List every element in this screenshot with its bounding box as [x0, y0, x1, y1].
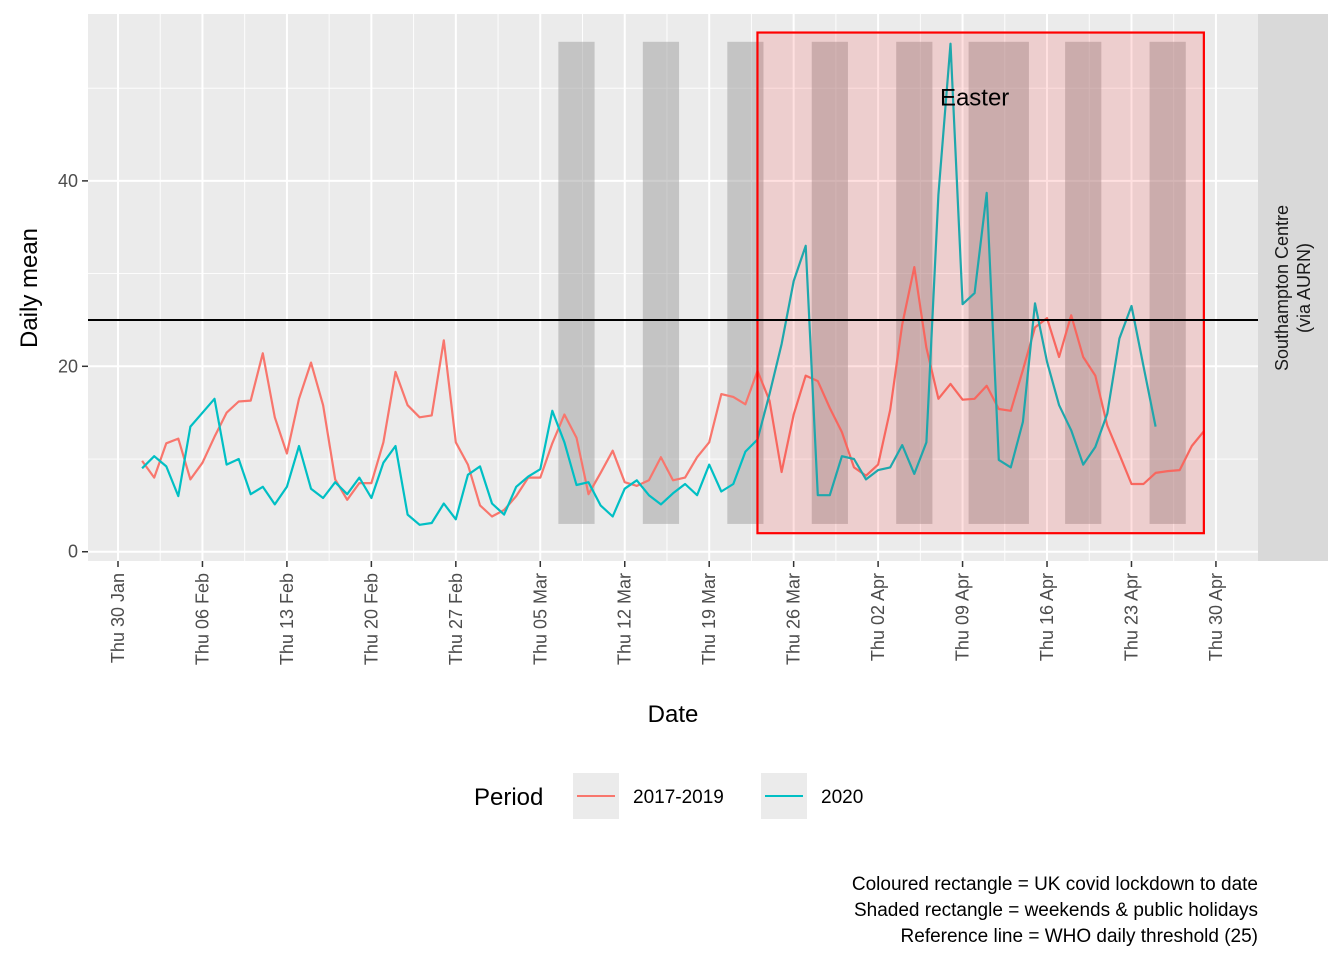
x-tick-label: Thu 23 Apr: [1121, 573, 1141, 661]
x-tick-label: Thu 05 Mar: [530, 573, 550, 665]
lockdown-rect: [756, 31, 1205, 535]
caption-line-1: Coloured rectangle = UK covid lockdown t…: [852, 874, 1258, 895]
y-axis: 0 20 40: [58, 171, 88, 562]
x-axis-title: Date: [648, 701, 699, 728]
legend-title: Period: [474, 784, 543, 811]
facet-label-line-1: Southampton Centre: [1272, 205, 1292, 371]
easter-annotation: Easter: [940, 84, 1009, 111]
y-tick-label: 0: [68, 542, 78, 562]
x-tick-label: Thu 13 Feb: [277, 573, 297, 665]
x-tick-label: Thu 20 Feb: [361, 573, 381, 665]
easter-annotation-group: Easter: [940, 84, 1009, 111]
legend-label-2020: 2020: [821, 787, 863, 808]
facet-label-line-2: (via AURN): [1294, 243, 1314, 333]
lockdown-rectangle: [756, 31, 1205, 535]
y-tick-label: 40: [58, 171, 78, 191]
caption-line-3: Reference line = WHO daily threshold (25…: [901, 926, 1258, 947]
x-tick-label: Thu 06 Feb: [192, 573, 212, 665]
shaded-period: [1065, 41, 1102, 524]
series-line-2020: [141, 42, 1157, 526]
series-line-2017-2019: [141, 266, 1205, 518]
x-tick-label: Thu 26 Mar: [784, 573, 804, 665]
y-axis-title: Daily mean: [16, 228, 43, 348]
x-tick-label: Thu 30 Jan: [108, 573, 128, 663]
legend: Period 2017-2019 2020: [474, 773, 863, 819]
x-tick-label: Thu 30 Apr: [1206, 573, 1226, 661]
shaded-period: [1149, 41, 1186, 524]
x-axis: Thu 30 Jan Thu 06 Feb Thu 13 Feb Thu 20 Feb…: [108, 561, 1226, 665]
x-tick-label: Thu 27 Feb: [446, 573, 466, 665]
x-tick-label: Thu 12 Mar: [615, 573, 635, 665]
x-tick-label: Thu 19 Mar: [699, 573, 719, 665]
facet-strip: [1258, 14, 1328, 561]
series-lines: [141, 42, 1205, 526]
shaded-period: [811, 41, 848, 524]
caption-line-2: Shaded rectangle = weekends & public hol…: [854, 900, 1258, 921]
shaded-period: [558, 41, 595, 524]
y-tick-label: 20: [58, 356, 78, 376]
x-tick-label: Thu 16 Apr: [1037, 573, 1057, 661]
legend-label-2017-2019: 2017-2019: [633, 787, 724, 808]
x-tick-label: Thu 02 Apr: [868, 573, 888, 661]
shaded-period: [642, 41, 680, 524]
x-tick-label: Thu 09 Apr: [953, 573, 973, 661]
